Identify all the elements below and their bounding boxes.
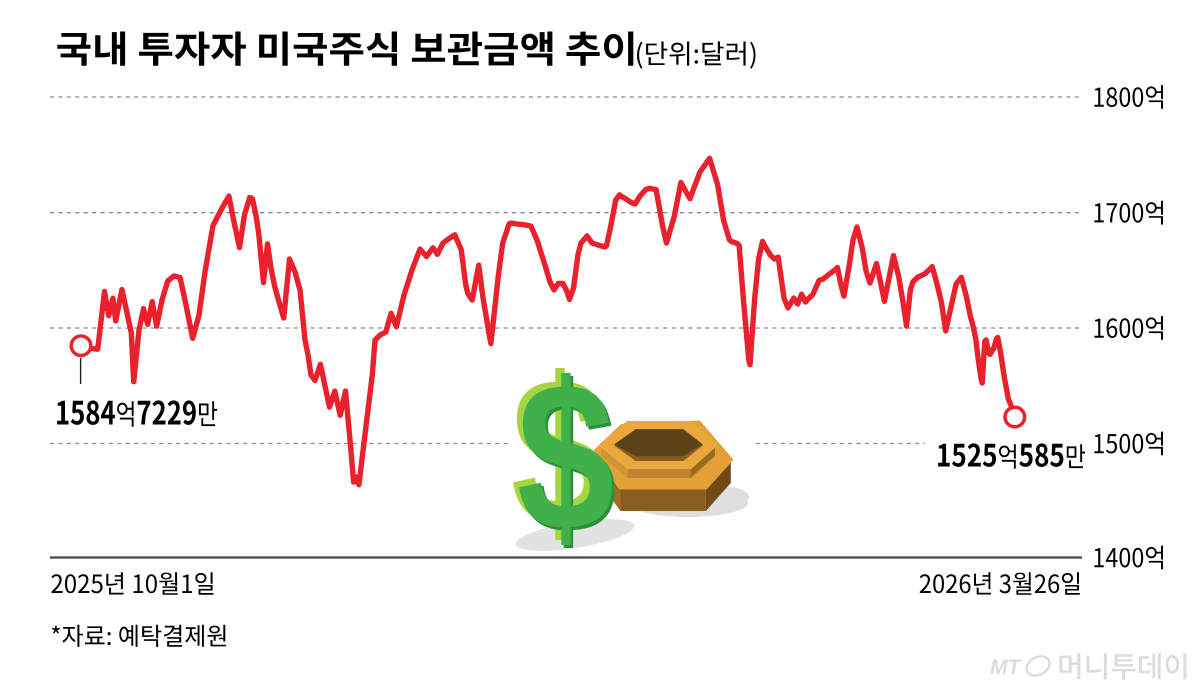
svg-text:MT: MT [990,656,1022,679]
